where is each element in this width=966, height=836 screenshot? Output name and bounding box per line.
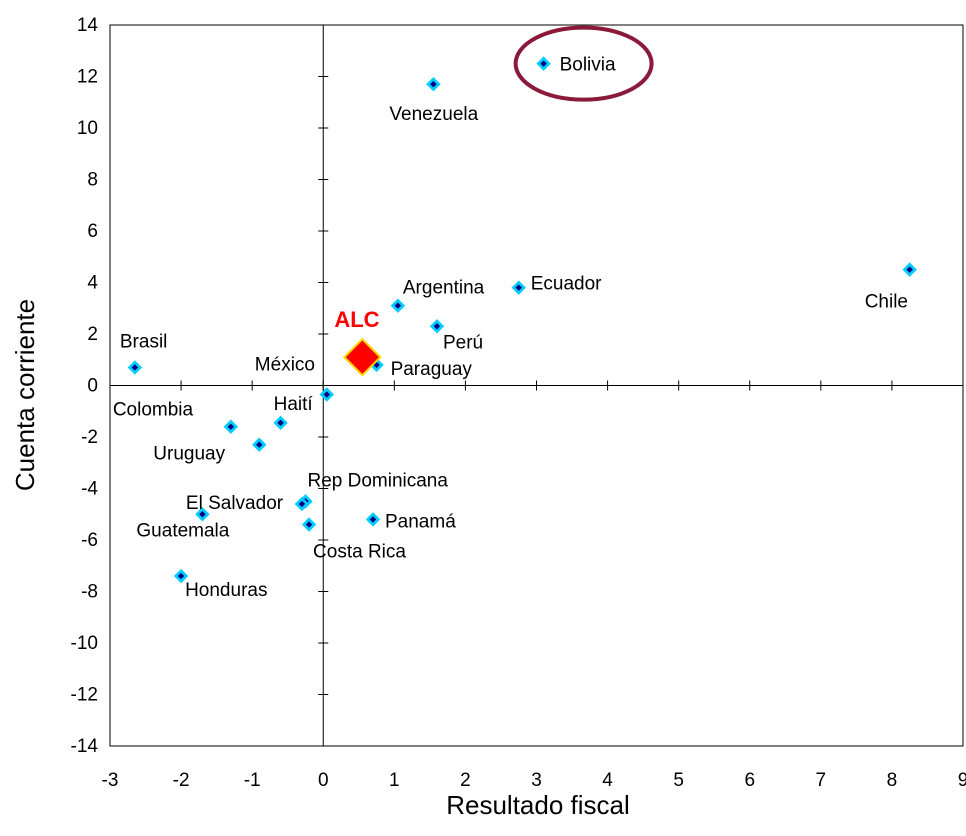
x-tick-label: -2 bbox=[173, 770, 190, 791]
data-point-core bbox=[298, 500, 306, 508]
data-point-core bbox=[305, 521, 313, 528]
point-label: Paraguay bbox=[391, 359, 473, 380]
point-labels-layer: Bolivia Venezuela Chile Ecuador Argentina Per… bbox=[113, 55, 908, 601]
data-point-core bbox=[430, 81, 437, 88]
point-label: Brasil bbox=[120, 331, 168, 352]
y-tick-label: 0 bbox=[87, 376, 98, 397]
x-tick-label: 5 bbox=[673, 770, 684, 791]
x-tick-label: 2 bbox=[460, 770, 471, 791]
y-tick-label: 2 bbox=[87, 324, 98, 345]
y-tick-label: -2 bbox=[81, 427, 98, 448]
alc-label: ALC bbox=[334, 307, 379, 332]
x-tick-label: -3 bbox=[102, 770, 119, 791]
x-tick-label: 4 bbox=[602, 770, 613, 791]
y-tick-label: -10 bbox=[71, 633, 98, 654]
point-label: Haití bbox=[274, 394, 314, 415]
y-tick-label: 12 bbox=[77, 67, 98, 88]
x-tick-label: 0 bbox=[318, 770, 329, 791]
data-point-core bbox=[323, 391, 331, 398]
y-tick-label: 14 bbox=[77, 15, 99, 36]
bolivia-highlight-circle bbox=[513, 25, 654, 102]
point-label: México bbox=[255, 355, 315, 376]
data-point-core bbox=[540, 60, 547, 67]
point-label: Venezuela bbox=[389, 104, 478, 125]
data-point-core bbox=[369, 516, 377, 523]
point-label: Panamá bbox=[385, 511, 456, 532]
point-label: Uruguay bbox=[153, 444, 225, 465]
point-label: Chile bbox=[865, 292, 908, 313]
x-tick-label: 9 bbox=[958, 770, 966, 791]
point-label: Rep Dominicana bbox=[307, 470, 448, 491]
y-tick-label: -12 bbox=[71, 685, 98, 706]
point-label: Bolivia bbox=[560, 55, 616, 76]
y-axis-title: Cuenta corriente bbox=[10, 299, 40, 491]
y-tick-label: -14 bbox=[71, 736, 99, 757]
point-label: El Salvador bbox=[186, 493, 284, 514]
x-tick-label: 7 bbox=[816, 770, 827, 791]
x-tick-label: 3 bbox=[531, 770, 542, 791]
points-layer bbox=[127, 56, 917, 584]
data-point-core bbox=[256, 441, 263, 448]
x-axis-title: Resultado fiscal bbox=[446, 790, 630, 820]
y-tick-label: 8 bbox=[87, 170, 98, 191]
data-point-core bbox=[433, 323, 441, 330]
y-tick-label: 6 bbox=[87, 221, 98, 242]
y-tick-label: 4 bbox=[87, 273, 98, 294]
point-label: Perú bbox=[443, 332, 483, 353]
data-point-core bbox=[515, 284, 522, 291]
point-label: Ecuador bbox=[531, 274, 602, 295]
x-tick-label: -1 bbox=[244, 770, 261, 791]
x-tick-label: 8 bbox=[887, 770, 898, 791]
x-tick-label: 1 bbox=[389, 770, 400, 791]
y-tick-label: -6 bbox=[81, 530, 98, 551]
point-label: Colombia bbox=[113, 400, 194, 421]
point-label: Honduras bbox=[185, 580, 267, 601]
data-point-core bbox=[277, 419, 284, 427]
data-point-core bbox=[394, 302, 402, 309]
x-tick-label: 6 bbox=[744, 770, 755, 791]
y-tick-label: 10 bbox=[77, 118, 98, 139]
annotation-layer bbox=[513, 25, 654, 102]
data-point-core bbox=[131, 364, 139, 371]
point-label: Argentina bbox=[403, 278, 485, 299]
point-label: Costa Rica bbox=[313, 542, 406, 563]
point-label: Guatemala bbox=[136, 520, 229, 541]
data-point-core bbox=[177, 572, 185, 580]
data-point-core bbox=[227, 423, 235, 430]
data-point-core bbox=[199, 511, 206, 518]
y-tick-label: -4 bbox=[81, 479, 98, 500]
y-tick-label: -8 bbox=[81, 582, 98, 603]
data-point-core bbox=[906, 266, 913, 273]
alc-marker bbox=[342, 337, 382, 377]
